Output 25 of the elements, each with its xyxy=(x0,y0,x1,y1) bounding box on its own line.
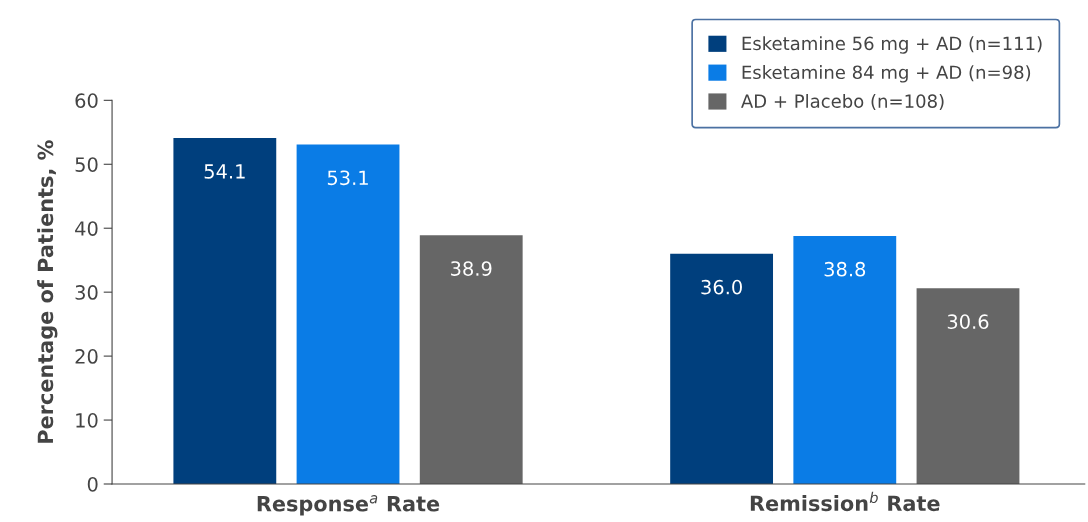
y-tick-label: 40 xyxy=(75,221,98,236)
bar xyxy=(173,138,277,484)
data-label: 38.9 xyxy=(451,261,492,276)
legend-label: AD + Placebo (n=108) xyxy=(741,93,944,111)
x-tick-label: Remission$^{b}$ Rate xyxy=(750,491,940,512)
bar xyxy=(916,288,1020,484)
y-tick-label: 10 xyxy=(76,413,98,428)
bar xyxy=(793,235,897,484)
y-tick-label: 60 xyxy=(75,93,98,108)
legend-label: Esketamine 84 mg + AD (n=98) xyxy=(742,65,1031,83)
y-tick-label: 20 xyxy=(75,349,98,364)
x-tick-label: Response$^{a}$ Rate xyxy=(257,495,440,516)
y-tick-label: 30 xyxy=(75,285,98,300)
data-label: 38.8 xyxy=(824,261,866,277)
y-tick-label: 50 xyxy=(75,157,98,172)
bar xyxy=(296,144,400,484)
data-label: 36.0 xyxy=(701,279,742,295)
data-label: 54.1 xyxy=(204,164,245,179)
y-axis-title: Percentage of Patients, % xyxy=(37,140,58,443)
bar xyxy=(670,253,774,484)
data-label: 53.1 xyxy=(327,170,368,186)
data-label: 30.6 xyxy=(947,314,989,329)
legend-label: Esketamine 56 mg + AD (n=111) xyxy=(742,36,1042,54)
y-tick-label: 0 xyxy=(87,476,98,492)
bar xyxy=(419,235,523,484)
